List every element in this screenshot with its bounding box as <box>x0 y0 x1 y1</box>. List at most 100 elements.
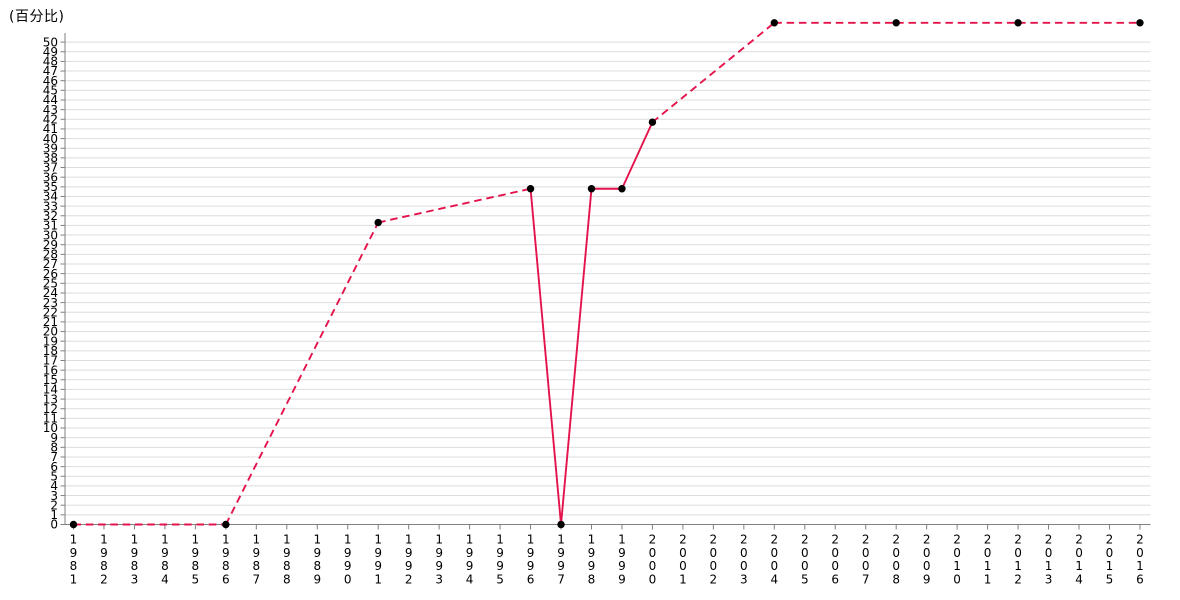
y-tick-label: 4 <box>50 479 58 493</box>
series-segment <box>560 188 593 525</box>
y-tick-label: 5 <box>50 469 58 483</box>
y-tick-label: 20 <box>43 325 58 339</box>
y-tick-label: 48 <box>43 55 58 69</box>
series-segment <box>621 121 654 190</box>
series-segment <box>225 222 380 525</box>
y-tick-label: 8 <box>50 441 58 455</box>
y-tick-label: 0 <box>50 518 58 532</box>
y-tick-label: 27 <box>43 257 58 271</box>
y-tick-label: 41 <box>43 122 58 136</box>
y-tick-label: 25 <box>43 277 58 291</box>
y-tick-label: 18 <box>43 344 58 358</box>
series-line <box>73 21 1140 526</box>
y-tick-label: 21 <box>43 315 58 329</box>
y-tick-label: 9 <box>50 431 58 445</box>
y-tick-label: 42 <box>43 112 58 126</box>
data-point-marker <box>770 19 779 27</box>
y-tick-label: 28 <box>43 248 58 262</box>
data-point-marker <box>1136 19 1144 27</box>
y-tick-label: 6 <box>50 460 58 474</box>
series-segment <box>377 187 531 224</box>
y-tick-label: 44 <box>43 93 58 107</box>
series-markers <box>69 19 1144 529</box>
y-tick-label: 17 <box>43 354 58 368</box>
x-axis-ticks-and-labels: 1 9 8 1 1 9 8 2 1 9 8 3 1 9 8 4 1 9 8 5 1 9 8 6 1 9 8 7 1 9 8 8 1 9 8 9 1 9 9 0… <box>70 524 1144 587</box>
y-axis-ticks-and-labels: 0123456789101112131415161718192021222324… <box>43 35 65 532</box>
y-tick-label: 49 <box>43 45 58 59</box>
data-point-marker <box>618 185 626 193</box>
y-tick-label: 37 <box>43 161 58 175</box>
y-tick-label: 15 <box>43 373 58 387</box>
y-tick-label: 32 <box>43 209 58 223</box>
y-tick-label: 29 <box>43 238 58 252</box>
y-tick-label: 11 <box>43 412 58 426</box>
y-tick-label: 7 <box>50 450 58 464</box>
y-tick-label: 10 <box>43 421 58 435</box>
y-tick-label: 35 <box>43 180 58 194</box>
y-tick-label: 2 <box>50 498 58 512</box>
axes <box>64 33 1151 525</box>
y-tick-label: 34 <box>43 190 58 204</box>
y-tick-label: 16 <box>43 363 58 377</box>
y-tick-label: 31 <box>43 219 58 233</box>
y-tick-label: 39 <box>43 141 58 155</box>
y-tick-label: 13 <box>43 392 58 406</box>
y-tick-label: 14 <box>43 383 58 397</box>
y-tick-label: 33 <box>43 199 58 213</box>
y-tick-label: 47 <box>43 64 58 78</box>
y-tick-label: 50 <box>43 35 58 49</box>
y-tick-label: 38 <box>43 151 58 165</box>
y-tick-label: 26 <box>43 267 58 281</box>
data-point-marker <box>557 520 565 529</box>
data-point-marker <box>526 185 535 193</box>
y-tick-label: 43 <box>43 103 58 117</box>
data-point-marker <box>222 520 230 529</box>
y-axis-unit-label: (百分比) <box>9 9 65 25</box>
data-point-marker <box>892 19 900 27</box>
y-tick-label: 22 <box>43 305 58 319</box>
y-tick-label: 1 <box>50 508 58 522</box>
data-point-marker <box>374 218 382 227</box>
y-tick-label: 36 <box>43 170 58 184</box>
y-tick-label: 30 <box>43 228 58 242</box>
y-tick-label: 19 <box>43 334 58 348</box>
data-point-marker <box>587 185 596 193</box>
data-point-marker <box>1014 19 1022 27</box>
y-tick-label: 40 <box>43 132 58 146</box>
y-tick-label: 46 <box>43 74 58 88</box>
data-point-marker <box>69 520 78 529</box>
